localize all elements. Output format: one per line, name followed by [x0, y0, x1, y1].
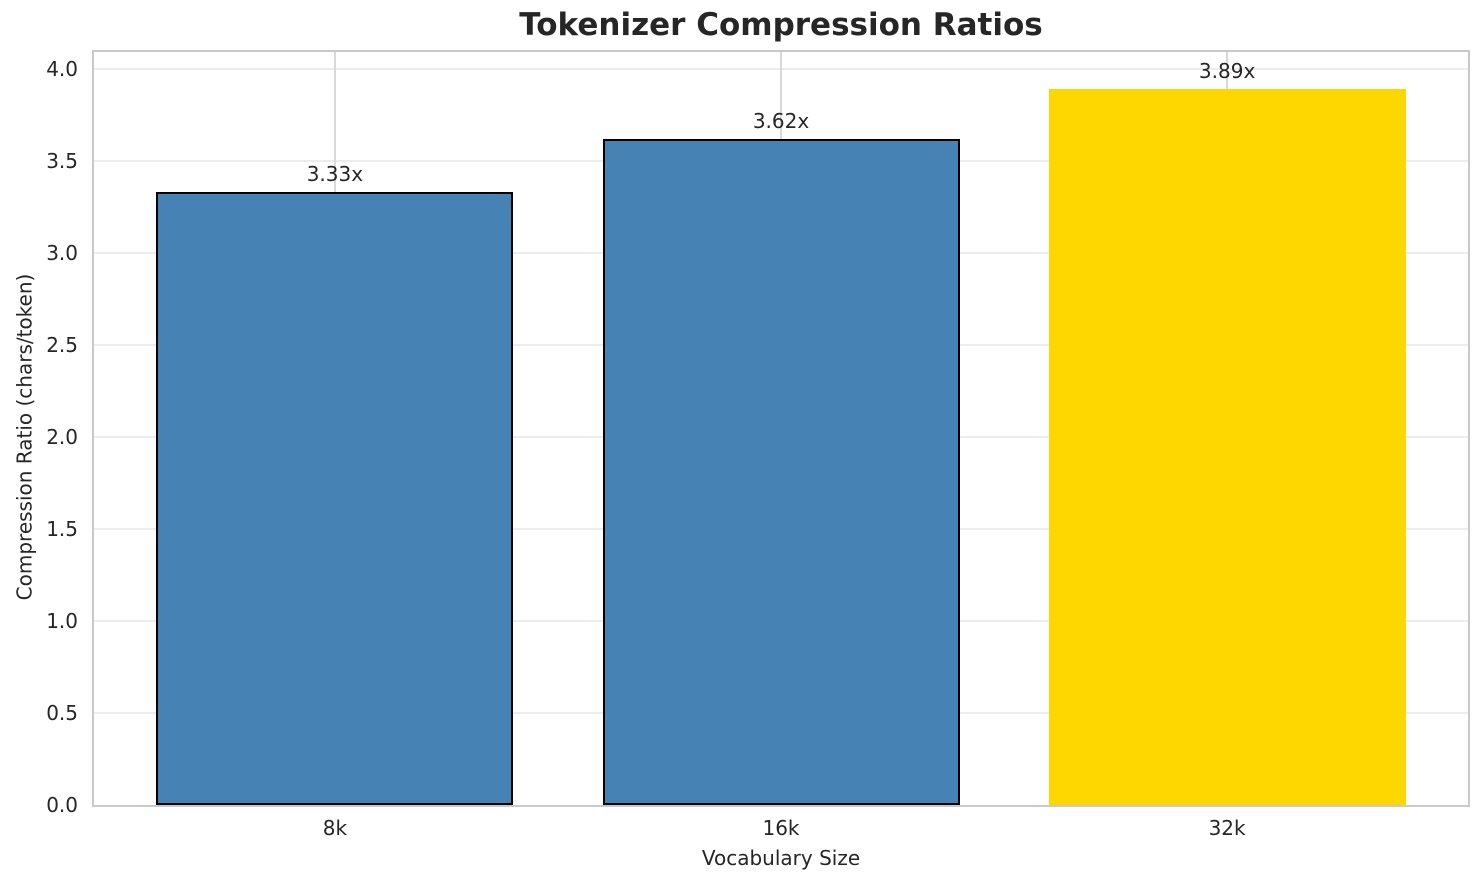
chart-title: Tokenizer Compression Ratios: [519, 7, 1043, 43]
y-tick-label: 3.0: [46, 240, 78, 265]
bar-value-label: 3.62x: [752, 108, 810, 133]
y-tick-label: 2.0: [46, 424, 78, 449]
y-tick-label: 1.5: [46, 516, 78, 541]
y-tick-label: 4.0: [46, 56, 78, 81]
y-tick-label: 0.0: [46, 793, 78, 817]
bar-8k: [156, 191, 514, 805]
x-tick-label: 8k: [322, 816, 348, 840]
bar-value-label: 3.33x: [306, 161, 364, 186]
plot-area: 3.33x 3.62x 3.89x: [92, 50, 1470, 807]
bar-16k: [602, 138, 960, 805]
x-tick-label: 16k: [762, 816, 800, 840]
bar-32k: [1048, 88, 1406, 805]
x-axis-label: Vocabulary Size: [701, 846, 861, 870]
bar-value-label: 3.89x: [1198, 58, 1256, 83]
y-tick-label: 1.0: [46, 608, 78, 633]
y-tick-label: 3.5: [46, 148, 78, 173]
y-tick-label: 0.5: [46, 700, 78, 725]
y-tick-label: 2.5: [46, 332, 78, 357]
x-tick-label: 32k: [1208, 816, 1246, 840]
